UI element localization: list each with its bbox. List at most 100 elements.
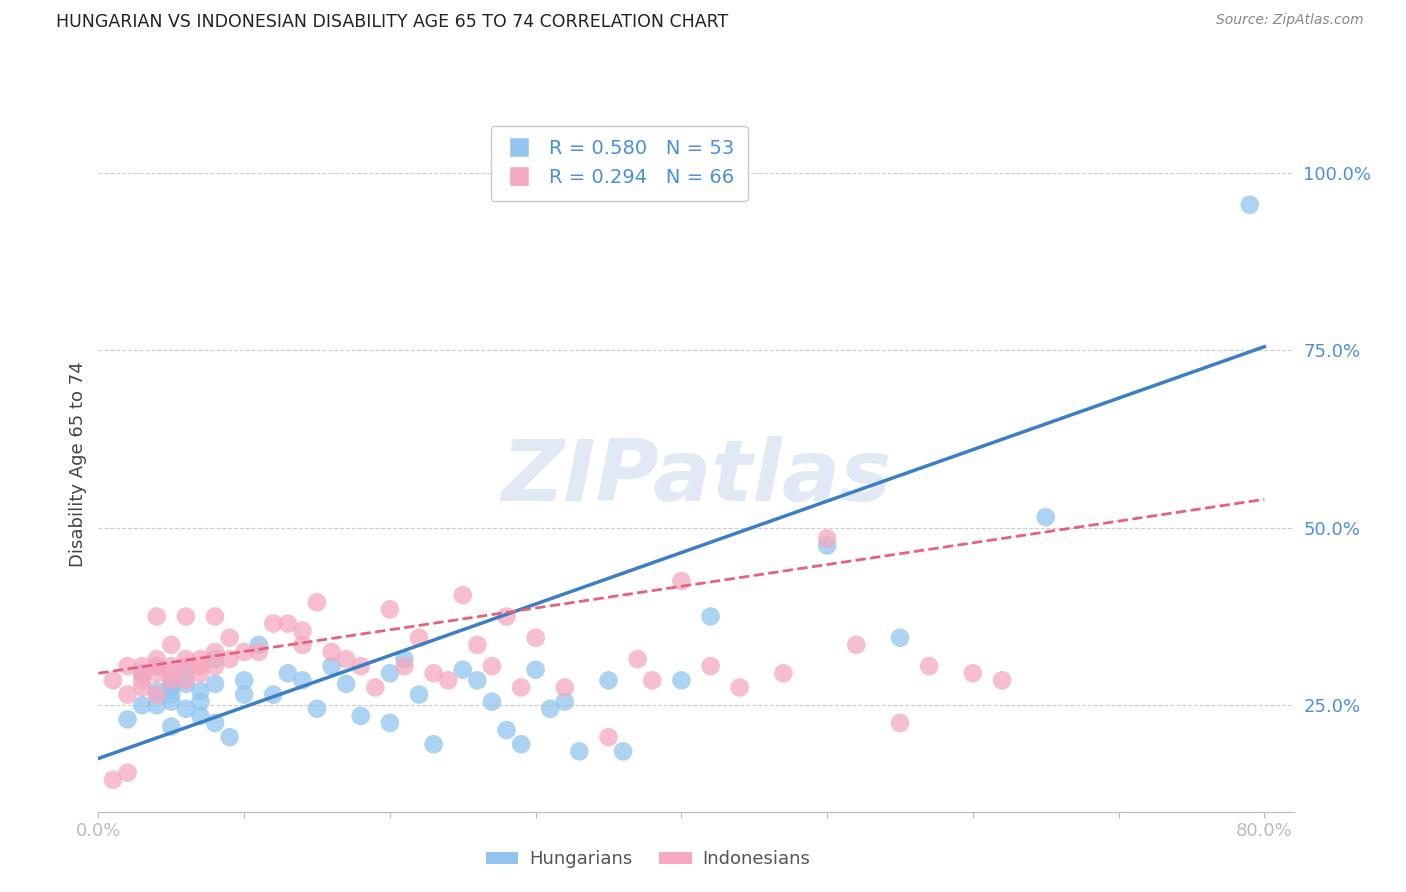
Point <box>145 659 167 673</box>
Text: ZIPatlas: ZIPatlas <box>501 436 891 519</box>
Point <box>262 616 284 631</box>
Point <box>247 638 270 652</box>
Point <box>190 659 212 673</box>
Legend: Hungarians, Indonesians: Hungarians, Indonesians <box>475 839 821 880</box>
Point <box>117 659 139 673</box>
Point <box>117 765 139 780</box>
Point <box>962 666 984 681</box>
Point <box>117 713 139 727</box>
Point <box>190 709 212 723</box>
Point <box>918 659 941 673</box>
Point <box>568 744 591 758</box>
Point <box>538 702 561 716</box>
Point <box>495 609 517 624</box>
Point <box>641 673 664 688</box>
Point <box>218 730 240 744</box>
Point <box>190 666 212 681</box>
Point <box>204 659 226 673</box>
Point <box>510 737 533 751</box>
Point <box>772 666 794 681</box>
Point <box>145 609 167 624</box>
Point <box>174 652 197 666</box>
Point <box>174 702 197 716</box>
Point <box>160 719 183 733</box>
Point <box>101 673 124 688</box>
Point <box>889 716 911 731</box>
Point <box>145 652 167 666</box>
Point <box>174 659 197 673</box>
Point <box>204 716 226 731</box>
Point <box>378 716 401 731</box>
Point <box>145 688 167 702</box>
Point <box>699 609 721 624</box>
Point <box>174 673 197 688</box>
Point <box>160 638 183 652</box>
Point <box>145 659 167 673</box>
Point <box>524 631 547 645</box>
Point <box>305 595 328 609</box>
Point <box>190 652 212 666</box>
Point <box>204 645 226 659</box>
Point <box>160 659 183 673</box>
Point <box>510 681 533 695</box>
Point <box>190 695 212 709</box>
Point <box>671 574 693 588</box>
Point <box>190 684 212 698</box>
Point <box>1239 197 1261 211</box>
Point <box>145 684 167 698</box>
Point <box>422 666 444 681</box>
Point <box>218 631 240 645</box>
Point <box>451 588 474 602</box>
Point <box>277 666 299 681</box>
Point <box>815 532 838 546</box>
Point <box>204 609 226 624</box>
Point <box>174 663 197 677</box>
Point <box>160 673 183 688</box>
Point <box>524 663 547 677</box>
Point <box>1035 510 1057 524</box>
Point <box>145 666 167 681</box>
Point <box>554 695 576 709</box>
Point <box>233 673 256 688</box>
Point <box>451 663 474 677</box>
Point <box>305 702 328 716</box>
Point <box>422 737 444 751</box>
Point <box>291 638 314 652</box>
Point <box>160 666 183 681</box>
Point <box>131 681 153 695</box>
Text: HUNGARIAN VS INDONESIAN DISABILITY AGE 65 TO 74 CORRELATION CHART: HUNGARIAN VS INDONESIAN DISABILITY AGE 6… <box>56 13 728 31</box>
Point <box>598 730 620 744</box>
Point <box>117 688 139 702</box>
Point <box>277 616 299 631</box>
Point <box>364 681 387 695</box>
Point <box>321 645 343 659</box>
Point <box>204 652 226 666</box>
Point <box>131 673 153 688</box>
Point <box>321 659 343 673</box>
Point <box>160 681 183 695</box>
Point <box>728 681 751 695</box>
Point <box>262 688 284 702</box>
Point <box>671 673 693 688</box>
Point <box>131 666 153 681</box>
Point <box>174 677 197 691</box>
Text: Source: ZipAtlas.com: Source: ZipAtlas.com <box>1216 13 1364 28</box>
Point <box>335 652 357 666</box>
Point <box>131 659 153 673</box>
Point <box>378 666 401 681</box>
Point <box>554 681 576 695</box>
Point <box>350 659 373 673</box>
Point <box>291 673 314 688</box>
Point <box>481 695 503 709</box>
Point <box>378 602 401 616</box>
Point <box>145 698 167 713</box>
Point <box>467 638 489 652</box>
Point <box>408 631 430 645</box>
Point <box>131 666 153 681</box>
Point <box>612 744 634 758</box>
Point <box>350 709 373 723</box>
Point <box>160 677 183 691</box>
Point <box>174 609 197 624</box>
Point <box>131 698 153 713</box>
Point <box>991 673 1014 688</box>
